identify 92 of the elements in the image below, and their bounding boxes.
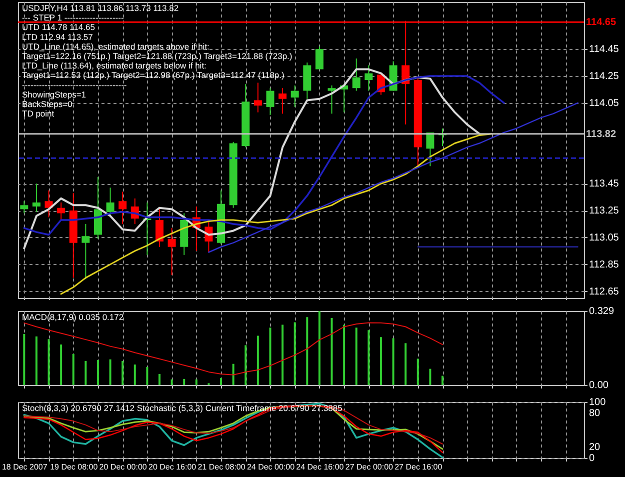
bar: [84, 360, 87, 385]
bar: [392, 338, 394, 385]
bar: [220, 378, 222, 385]
line-series: [60, 133, 492, 295]
candlestick: [82, 224, 90, 280]
annotation: UTD 114.78 114.65: [22, 22, 96, 32]
bar: [48, 339, 50, 385]
bar: [306, 317, 308, 385]
bar: [146, 367, 148, 385]
candlestick: [315, 46, 324, 70]
bar: [122, 360, 124, 385]
y-tick-label: 0.00: [589, 380, 609, 391]
bar: [343, 324, 346, 385]
candlestick: [32, 183, 40, 212]
y-tick-label: 20: [589, 442, 601, 453]
x-tick-label: 27 Dec 16:00: [394, 462, 443, 472]
y-tick-label: 113.25: [589, 206, 620, 217]
x-tick-label: 20 Dec 00:00: [99, 462, 148, 472]
bar: [380, 337, 382, 385]
x-tick-label: 27 Dec 00:00: [345, 462, 394, 472]
y-tick-label: 112.65: [589, 286, 620, 298]
bar: [269, 328, 272, 385]
candlestick: [254, 82, 262, 113]
y-tick-label: 100: [589, 397, 606, 408]
ref-line-label: 114.65: [586, 17, 616, 28]
annotation: --- STEP 1 ---------------------: [22, 12, 124, 23]
annotation: LTD_Line (113.64), estimated targets below if hit:: [22, 60, 206, 71]
bar: [256, 336, 259, 385]
candlestick: [352, 58, 360, 92]
candlestick: [106, 187, 114, 216]
y-tick-label: 112.85: [589, 259, 620, 270]
annotation: -------------------------------------: [22, 80, 127, 90]
bar: [109, 359, 112, 385]
bar: [404, 343, 407, 385]
bar: [134, 364, 136, 385]
bar: [282, 324, 284, 385]
bar: [244, 345, 247, 385]
candlestick: [156, 208, 164, 248]
bar: [35, 336, 38, 385]
bar: [158, 374, 160, 385]
bar: [183, 378, 186, 385]
annotation: Target1=112.53 (112p.) Target2=112.98 (67p.) Target3=112.47 (118p.): [22, 70, 285, 80]
line-series: [208, 102, 578, 253]
bar: [96, 360, 99, 385]
bar: [442, 376, 444, 385]
candlestick: [290, 84, 299, 108]
y-tick-label: 114.25: [589, 71, 620, 82]
x-tick-label: 21 Dec 08:00: [198, 462, 246, 472]
bar: [60, 344, 62, 385]
y-tick-label: 0.329: [589, 306, 614, 317]
candlestick: [57, 202, 66, 220]
candlestick: [278, 88, 287, 114]
bar: [368, 330, 370, 385]
bar: [355, 328, 358, 385]
candlestick: [266, 88, 274, 116]
ref-line-label: 113.82: [586, 128, 616, 140]
bar: [195, 379, 198, 385]
chart-title: MACD(8,17,9) 0.035 0.172: [22, 312, 124, 322]
bar: [429, 368, 432, 385]
candlestick: [426, 132, 434, 167]
line-series: [24, 322, 443, 376]
y-tick-label: 114.05: [589, 98, 620, 109]
annotation: UTD_Line (114.65), estimated targets above if hit:: [22, 41, 210, 52]
annotation: Target1=122.16 (751p.) Target2=121.88 (723p.) Target3=121.88 (723p.): [22, 51, 292, 61]
chart-title: USDJPY,H4 113.81 113.86 113.73 113.82: [22, 3, 179, 13]
y-tick-label: 0: [589, 453, 595, 464]
x-tick-label: 18 Dec 2007: [2, 462, 48, 472]
candlestick: [118, 191, 127, 224]
candlestick: [168, 228, 176, 276]
y-tick-label: 114.45: [589, 44, 620, 56]
x-tick-label: 24 Dec 16:00: [296, 462, 344, 472]
bar: [330, 318, 333, 385]
candlestick: [44, 190, 53, 218]
bar: [416, 358, 419, 385]
bar: [72, 354, 74, 385]
x-tick-label: 19 Dec 08:00: [50, 462, 98, 472]
bar: [23, 334, 26, 385]
bar: [232, 364, 234, 385]
x-tick-label: 24 Dec 00:00: [246, 462, 296, 472]
bar: [294, 322, 296, 385]
y-tick-label: 113.05: [589, 232, 620, 244]
candlestick: [328, 84, 336, 114]
annotation: ShowingSteps=1: [22, 89, 86, 100]
bar: [170, 379, 173, 385]
candlestick: [364, 64, 373, 92]
y-tick-label: 80: [589, 408, 601, 420]
annotation: BackSteps=0: [22, 99, 73, 109]
annotation: LTD 112.94 113.57: [22, 32, 94, 42]
candlestick: [20, 200, 28, 214]
x-tick-label: 20 Dec 16:00: [148, 462, 197, 472]
y-tick-label: 113.45: [589, 178, 620, 190]
annotation: TD point: [22, 108, 55, 119]
